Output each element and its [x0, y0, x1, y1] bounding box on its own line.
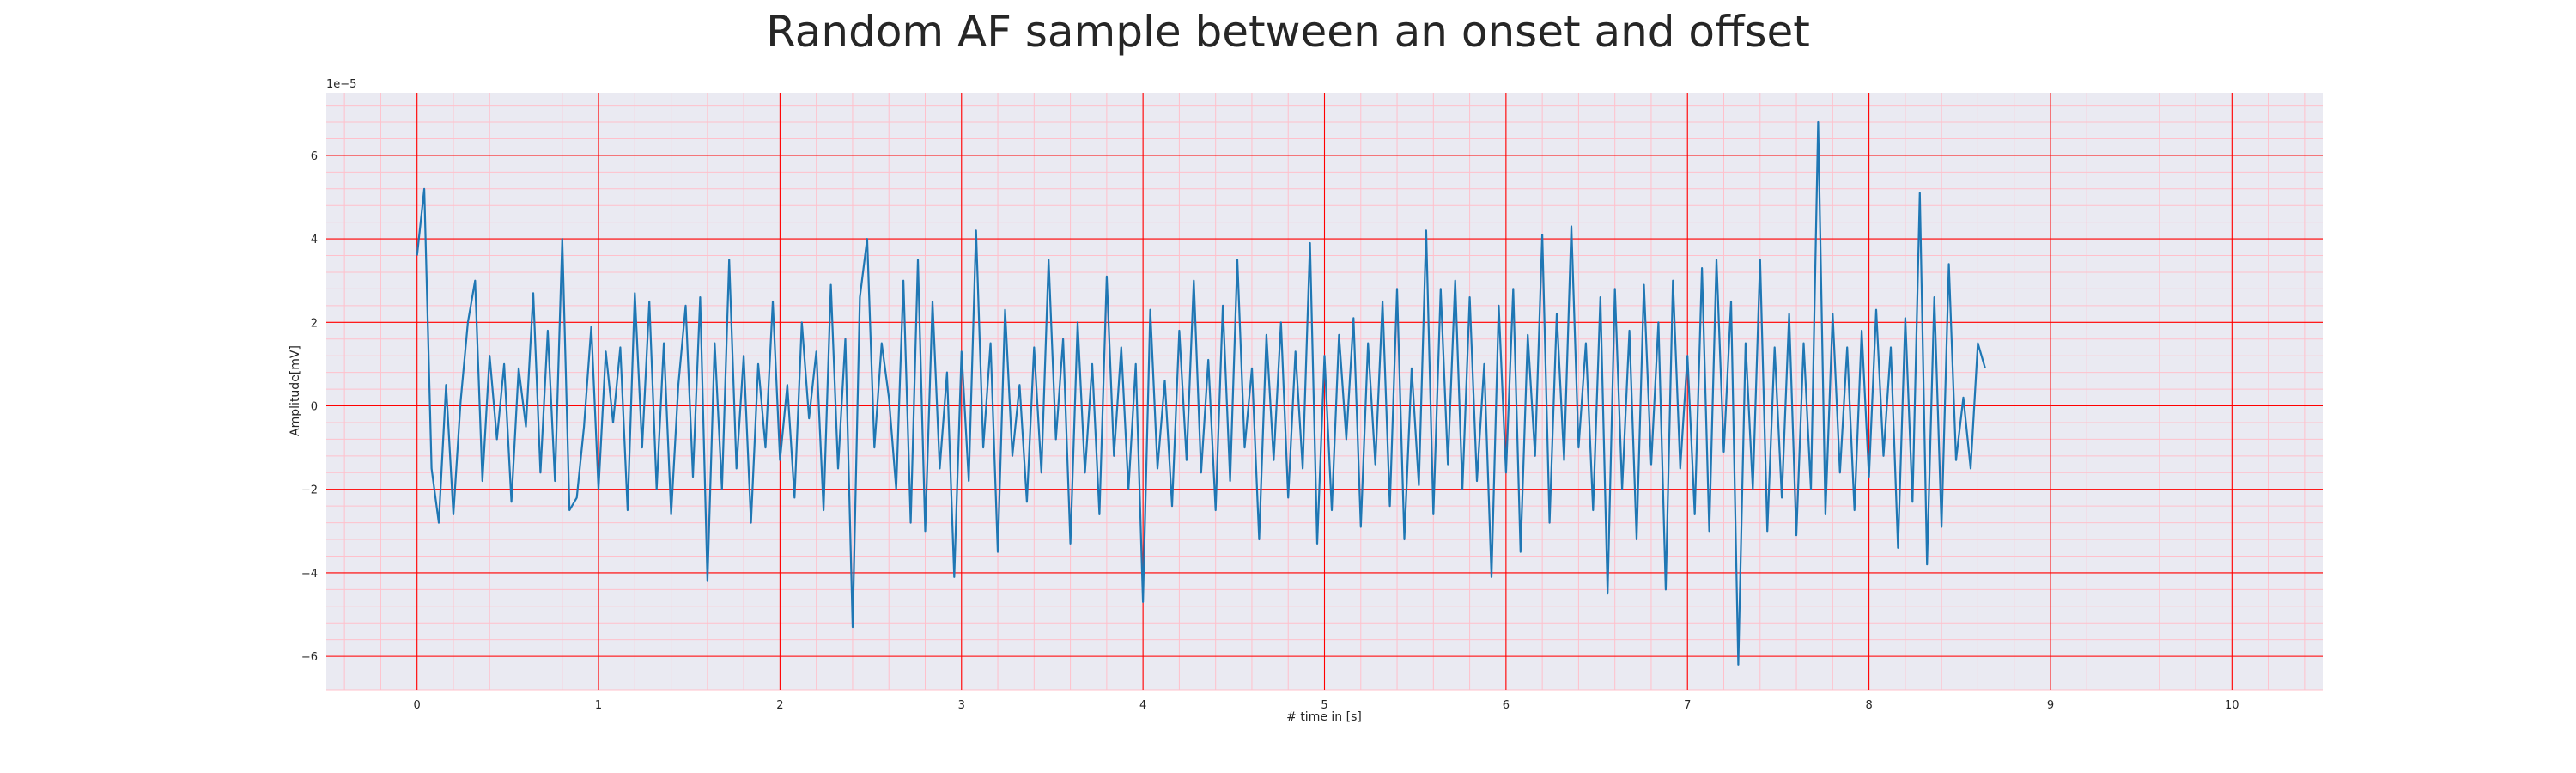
x-tick-label: 9	[2047, 699, 2054, 712]
y-tick-labels: −6 −4 −2 0 2 4 6	[301, 150, 318, 664]
x-tick-label: 1	[595, 699, 602, 712]
y-tick-label: 6	[311, 150, 318, 163]
x-tick-label: 3	[958, 699, 965, 712]
y-tick-label: −6	[301, 651, 318, 664]
x-tick-label: 4	[1139, 699, 1146, 712]
x-tick-label: 10	[2225, 699, 2239, 712]
y-tick-label: 4	[311, 234, 318, 247]
x-tick-label: 6	[1503, 699, 1510, 712]
x-tick-label: 2	[776, 699, 783, 712]
x-axis-label: # time in [s]	[1286, 710, 1362, 724]
y-tick-label: 2	[311, 317, 318, 330]
y-axis-label: Amplitude[mV]	[289, 345, 302, 436]
x-tick-label: 7	[1684, 699, 1691, 712]
y-tick-label: −4	[301, 568, 318, 581]
x-tick-label: 0	[414, 699, 421, 712]
y-tick-label: 0	[311, 401, 318, 414]
x-tick-label: 8	[1865, 699, 1872, 712]
y-tick-label: −2	[301, 484, 318, 497]
y-scale-label: 1e−5	[326, 78, 356, 91]
